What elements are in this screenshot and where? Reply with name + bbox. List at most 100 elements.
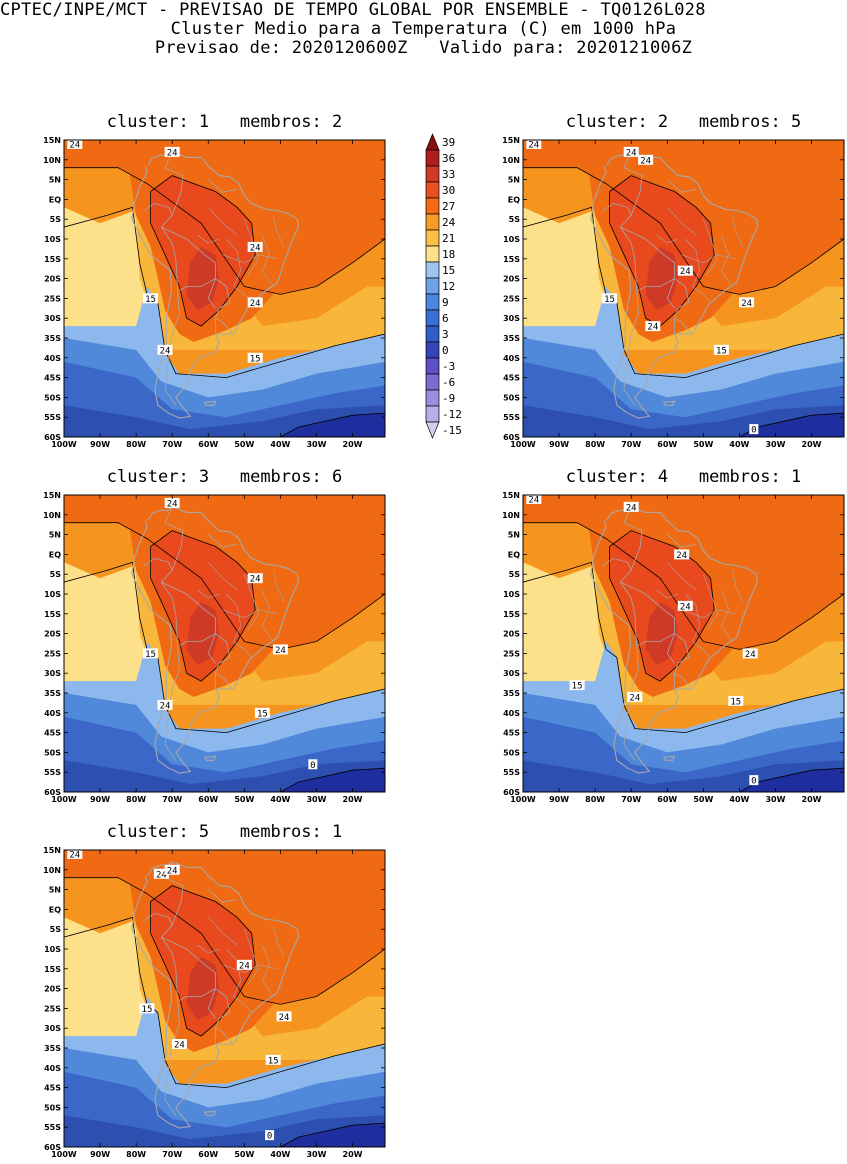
- contour-label: 24: [157, 699, 173, 711]
- latitude-label: 40S: [44, 1064, 61, 1073]
- contour-label: 24: [638, 154, 654, 166]
- colorbar-swatch: [425, 309, 440, 327]
- latitude-label: 45S: [44, 729, 61, 738]
- longitude-label: 70W: [162, 1150, 182, 1159]
- svg-text:0: 0: [310, 761, 315, 771]
- latitude-label: 10S: [44, 235, 61, 244]
- latitude-label: 15N: [502, 491, 520, 500]
- svg-text:15: 15: [716, 346, 727, 356]
- panel-title-5: cluster: 5 membros: 1: [106, 822, 343, 842]
- longitude-label: 100W: [51, 795, 77, 804]
- svg-text:24: 24: [676, 551, 687, 561]
- latitude-label: 40S: [44, 709, 61, 718]
- colorbar-swatch: [425, 373, 440, 391]
- panel-title-1: cluster: 1 membros: 2: [106, 112, 343, 132]
- longitude-label: 30W: [765, 795, 785, 804]
- colorbar-label: -12: [442, 408, 462, 421]
- contour-label: 24: [677, 265, 693, 277]
- colorbar-label: 9: [442, 296, 449, 309]
- latitude-label: 30S: [44, 669, 61, 678]
- latitude-label: 10S: [44, 590, 61, 599]
- panel-title-4: cluster: 4 membros: 1: [565, 467, 802, 487]
- longitude-label: 60W: [657, 440, 677, 449]
- svg-text:24: 24: [174, 1041, 185, 1051]
- latitude-label: 10N: [43, 156, 61, 165]
- longitude-label: 90W: [90, 1150, 110, 1159]
- longitude-label: 60W: [198, 795, 218, 804]
- contour-label: 24: [677, 600, 693, 612]
- svg-text:24: 24: [528, 495, 539, 505]
- svg-text:15: 15: [142, 1005, 153, 1015]
- svg-text:24: 24: [167, 499, 178, 509]
- colorbar-label: 39: [442, 136, 455, 149]
- colorbar-swatch: [425, 325, 440, 343]
- latitude-label: 10N: [43, 866, 61, 875]
- colorbar-label: 36: [442, 152, 455, 165]
- longitude-label: 40W: [270, 440, 290, 449]
- contour-label: 24: [623, 146, 639, 158]
- latitude-label: EQ: [508, 550, 520, 559]
- svg-text:24: 24: [528, 140, 539, 150]
- colorbar-swatch: [425, 165, 440, 183]
- latitude-label: 55S: [503, 413, 520, 422]
- latitude-label: 20S: [44, 275, 61, 284]
- colorbar-swatch: [425, 245, 440, 263]
- panel-title-3: cluster: 3 membros: 6: [106, 467, 343, 487]
- colorbar-label: -6: [442, 376, 455, 389]
- longitude-label: 80W: [126, 1150, 146, 1159]
- colorbar-swatch: [425, 389, 440, 407]
- longitude-label: 20W: [802, 440, 822, 449]
- longitude-label: 40W: [270, 795, 290, 804]
- temperature-map-cluster-2: 24 24 24 24 24 24 15 15 0 15N 10N 5N EQ 5S 10S 15S 20S 25…: [483, 136, 847, 454]
- svg-text:24: 24: [680, 602, 691, 612]
- contour-label: 0: [749, 775, 759, 787]
- contour-label: 15: [254, 707, 270, 719]
- colorbar-swatch: [425, 261, 440, 279]
- latitude-label: 15S: [44, 965, 61, 974]
- longitude-label: 70W: [621, 795, 641, 804]
- longitude-label: 60W: [198, 440, 218, 449]
- colorbar-swatch: [425, 421, 440, 439]
- latitude-label: EQ: [508, 195, 520, 204]
- longitude-label: 90W: [90, 440, 110, 449]
- svg-text:15: 15: [268, 1056, 279, 1066]
- latitude-label: 55S: [44, 1123, 61, 1132]
- colorbar-label: 30: [442, 184, 455, 197]
- temperature-map-cluster-1: 24 24 24 24 24 15 15 15N 10N 5N EQ 5S 10S 15S 20S 25S 30…: [24, 136, 388, 454]
- svg-text:24: 24: [239, 961, 250, 971]
- svg-text:24: 24: [250, 299, 261, 309]
- svg-text:24: 24: [680, 267, 691, 277]
- longitude-label: 30W: [306, 1150, 326, 1159]
- contour-label: 15: [713, 344, 729, 356]
- contour-label: 24: [67, 140, 83, 150]
- svg-text:15: 15: [604, 295, 615, 305]
- latitude-label: EQ: [49, 905, 61, 914]
- contour-label: 24: [164, 864, 180, 876]
- longitude-label: 80W: [126, 440, 146, 449]
- latitude-label: 30S: [44, 314, 61, 323]
- contour-label: 0: [265, 1130, 275, 1142]
- colorbar-swatch: [425, 293, 440, 311]
- svg-text:15: 15: [145, 650, 156, 660]
- latitude-label: 20S: [44, 985, 61, 994]
- contour-label: 15: [569, 680, 585, 692]
- colorbar-label: -15: [442, 424, 462, 437]
- header-title: CPTEC/INPE/MCT - PREVISAO DE TEMPO GLOBA…: [0, 0, 706, 20]
- svg-text:24: 24: [640, 156, 651, 166]
- latitude-label: 10S: [503, 235, 520, 244]
- latitude-label: 50S: [503, 748, 520, 757]
- latitude-label: 5N: [49, 176, 61, 185]
- latitude-label: EQ: [49, 550, 61, 559]
- latitude-label: 5N: [508, 531, 520, 540]
- contour-label: 0: [749, 424, 759, 436]
- latitude-label: 45S: [44, 1084, 61, 1093]
- latitude-label: 60S: [44, 788, 61, 797]
- contour-label: 15: [265, 1054, 281, 1066]
- svg-text:24: 24: [745, 650, 756, 660]
- header-subtitle: Cluster Medio para a Temperatura (C) em …: [170, 19, 677, 39]
- longitude-label: 70W: [621, 440, 641, 449]
- latitude-label: 15S: [503, 255, 520, 264]
- svg-text:24: 24: [156, 870, 167, 880]
- contour-label: 24: [171, 1039, 187, 1051]
- latitude-label: 5S: [50, 215, 62, 224]
